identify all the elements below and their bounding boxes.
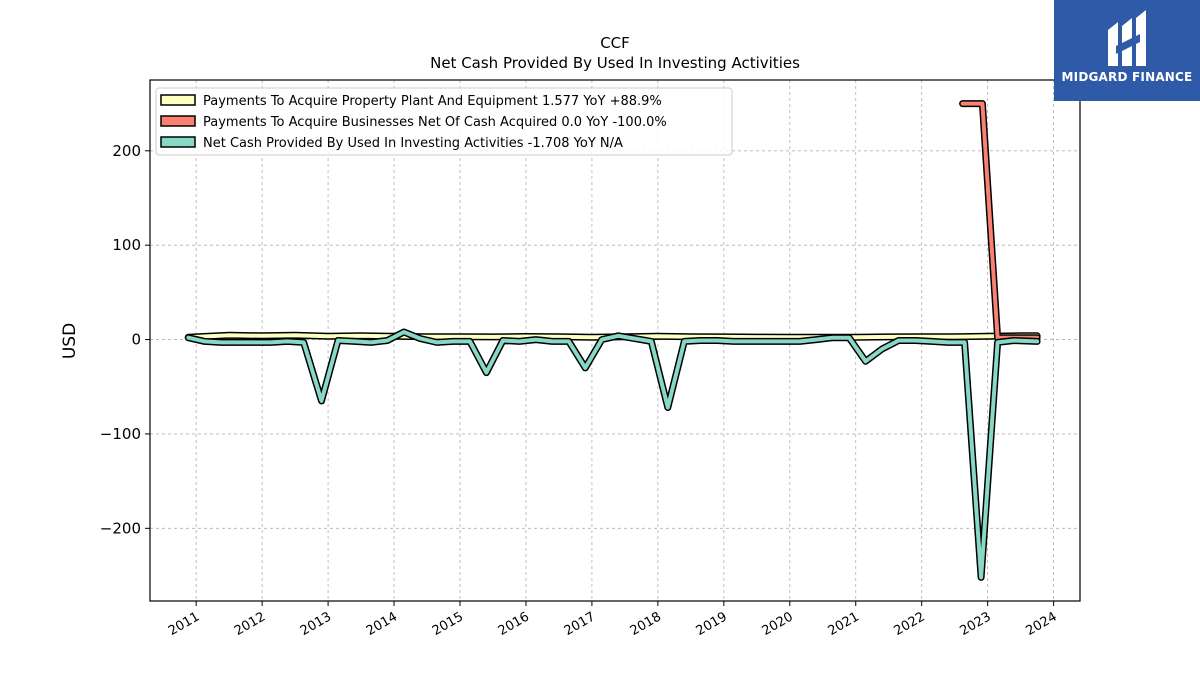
y-tick-label: −200 [100,519,141,537]
x-tick-label: 2023 [957,609,993,639]
legend-swatch-0 [160,94,196,106]
brand-name: MIDGARD FINANCE [1061,70,1193,84]
x-axis: 2011 2012 2013 2014 2015 2016 2017 2018 2019 2020… [166,601,1060,639]
x-tick-label: 2018 [628,609,664,639]
legend-swatch-1 [160,115,196,127]
x-tick-label: 2020 [760,609,796,639]
series-line-2 [186,330,1040,580]
y-tick-label: 200 [112,142,141,160]
x-tick-label: 2011 [166,609,202,639]
plot-frame [149,79,1081,602]
series-outline-1 [959,100,1041,342]
y-tick-label: −100 [100,425,141,443]
x-tick-label: 2017 [562,609,598,639]
y-axis: 200 100 0 −100 −200 [100,142,150,537]
legend-box [155,87,733,156]
x-tick-label: 2022 [892,609,928,639]
series-line-1 [960,101,1040,340]
series-outline-2 [184,328,1041,581]
legend: Payments To Acquire Property Plant And E… [155,87,733,156]
x-tick-label: 2013 [298,609,334,639]
chart-subtitle: Net Cash Provided By Used In Investing A… [430,54,800,72]
y-axis-label: USD [60,323,80,359]
series-layer [184,100,1041,581]
legend-label-0: Payments To Acquire Property Plant And E… [203,94,662,109]
y-tick-label: 100 [112,236,141,254]
midgard-logo-icon [1108,10,1146,66]
x-tick-label: 2016 [496,609,532,639]
legend-label-1: Payments To Acquire Businesses Net Of Ca… [203,115,667,130]
x-tick-label: 2012 [232,609,268,639]
y-tick-label: 0 [131,331,141,349]
x-tick-label: 2015 [430,609,466,639]
midgard-logo: MIDGARD FINANCE [1054,0,1200,101]
legend-swatch-2 [160,136,196,148]
chart-title: CCF [600,34,630,52]
x-tick-label: 2019 [694,609,730,639]
x-tick-label: 2021 [826,609,862,639]
legend-label-2: Net Cash Provided By Used In Investing A… [203,136,623,151]
x-tick-label: 2024 [1023,609,1059,639]
x-tick-label: 2014 [364,609,400,639]
